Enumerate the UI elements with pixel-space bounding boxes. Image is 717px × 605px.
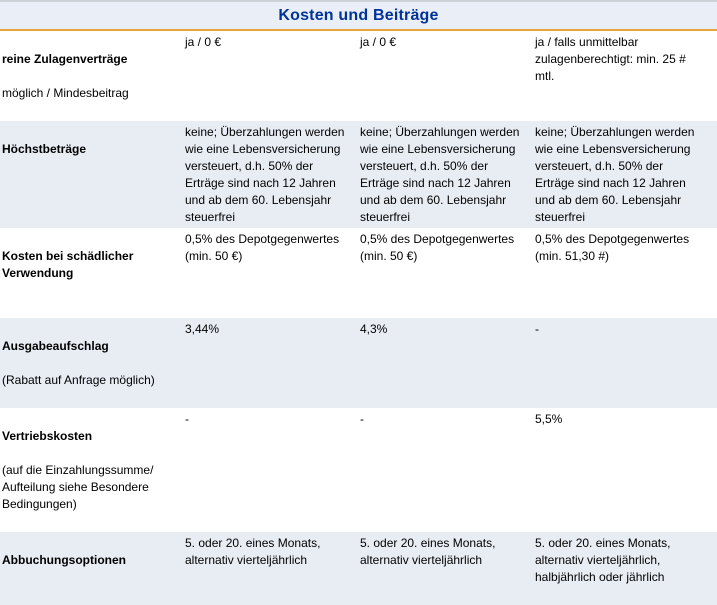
cell-provider-2: 5. oder 20. eines Monats, alternativ vie… bbox=[360, 536, 496, 567]
row-label: Abbuchungsoptionen bbox=[0, 532, 183, 605]
cell-provider-3: 5. oder 20. eines Monats, alternativ vie… bbox=[535, 536, 671, 584]
cell-provider-2: 0,5% des Depotgegenwertes (min. 50 €) bbox=[360, 232, 515, 263]
cell-provider-1: keine; Überzahlungen werden wie eine Leb… bbox=[185, 125, 345, 224]
cell-provider-3: keine; Überzahlungen werden wie eine Leb… bbox=[535, 125, 695, 224]
row-label: Kosten bei schädlicher Verwendung bbox=[0, 228, 183, 318]
title-band: Kosten und Beiträge bbox=[0, 0, 717, 31]
page-title: Kosten und Beiträge bbox=[278, 6, 439, 24]
cell-provider-3: 5,5% bbox=[535, 412, 563, 426]
cell-provider-3: 0,5% des Depotgegenwertes (min. 51,30 #) bbox=[535, 232, 690, 263]
cell-provider-1: 0,5% des Depotgegenwertes (min. 50 €) bbox=[185, 232, 340, 263]
row-label-note: möglich / Mindesbeitrag bbox=[2, 86, 129, 100]
row-label-note: (Rabatt auf Anfrage möglich) bbox=[2, 373, 155, 387]
row-label: Höchstbeträge bbox=[0, 121, 183, 228]
table-row-vertriebskosten: Vertriebskosten (auf die Einzahlungssumm… bbox=[0, 408, 717, 532]
row-label-note: (auf die Einzahlungssumme/ Aufteilung si… bbox=[2, 463, 154, 511]
row-label: reine Zulagenverträge möglich / Mindesbe… bbox=[0, 31, 183, 121]
table-row-abbuchungsoptionen: Abbuchungsoptionen 5. oder 20. eines Mon… bbox=[0, 532, 717, 605]
table-row-kosten-schaedliche-verwendung: Kosten bei schädlicher Verwendung 0,5% d… bbox=[0, 228, 717, 318]
table-row-hoechstbetraege: Höchstbeträge keine; Überzahlungen werde… bbox=[0, 121, 717, 228]
cell-provider-2: - bbox=[360, 412, 364, 426]
cell-provider-1: 3,44% bbox=[185, 322, 220, 336]
table-row-ausgabeaufschlag: Ausgabeaufschlag (Rabatt auf Anfrage mög… bbox=[0, 318, 717, 408]
cell-provider-3: ja / falls unmittelbar zulagenberechtigt… bbox=[535, 35, 686, 83]
cell-provider-2: 4,3% bbox=[360, 322, 388, 336]
row-label: Vertriebskosten (auf die Einzahlungssumm… bbox=[0, 408, 183, 532]
cell-provider-2: keine; Überzahlungen werden wie eine Leb… bbox=[360, 125, 520, 224]
cell-provider-3: - bbox=[535, 322, 539, 336]
cell-provider-2: ja / 0 € bbox=[360, 35, 397, 49]
row-label: Ausgabeaufschlag (Rabatt auf Anfrage mög… bbox=[0, 318, 183, 408]
row-label-bold: Höchstbeträge bbox=[2, 142, 87, 156]
cell-provider-1: - bbox=[185, 412, 189, 426]
row-label-bold: reine Zulagenverträge bbox=[2, 52, 128, 66]
costs-table: reine Zulagenverträge möglich / Mindesbe… bbox=[0, 31, 717, 605]
row-label-bold: Abbuchungsoptionen bbox=[2, 553, 126, 567]
row-label-bold: Ausgabeaufschlag bbox=[2, 339, 109, 353]
row-label-bold: Kosten bei schädlicher Verwendung bbox=[2, 249, 134, 280]
cell-provider-1: 5. oder 20. eines Monats, alternativ vie… bbox=[185, 536, 321, 567]
table-row-zulagenvertraege: reine Zulagenverträge möglich / Mindesbe… bbox=[0, 31, 717, 121]
cell-provider-1: ja / 0 € bbox=[185, 35, 222, 49]
row-label-bold: Vertriebskosten bbox=[2, 429, 93, 443]
